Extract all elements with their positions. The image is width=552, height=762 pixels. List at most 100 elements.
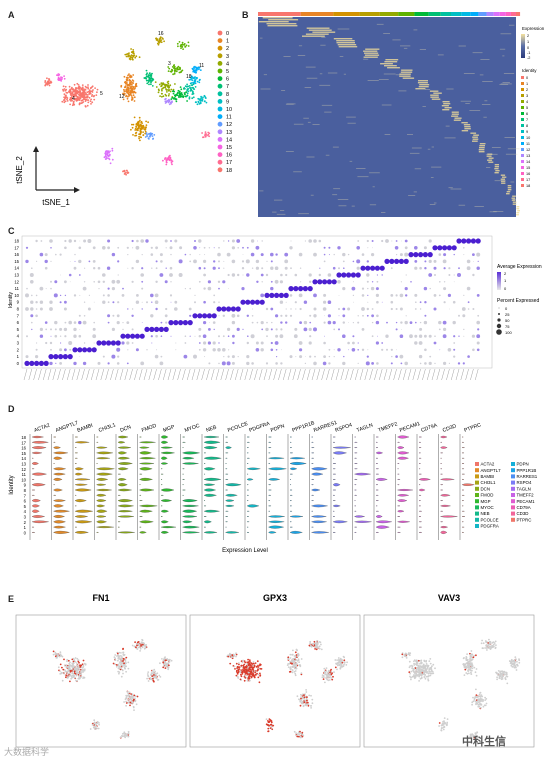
feature-cell-point (515, 658, 517, 661)
feature-cell-point (129, 696, 131, 699)
feature-cell-point (233, 653, 235, 656)
feature-cell-point (296, 655, 299, 658)
cell-point (130, 76, 133, 78)
feature-cell-point (420, 659, 423, 662)
feature-cell-point (251, 675, 253, 678)
panel-label-b: B (242, 10, 249, 20)
feature-cell-point (234, 668, 236, 670)
cell-point (76, 82, 79, 85)
feature-cell-point (429, 662, 432, 665)
feature-cell-point (129, 701, 132, 704)
feature-cell-point (168, 658, 171, 661)
feature-cell-point (249, 666, 252, 669)
feature-cell-point (336, 659, 338, 661)
feature-cell-point (67, 659, 70, 662)
feature-cell-point (423, 670, 426, 673)
feature-cell-point (164, 659, 167, 662)
feature-cell-point (267, 727, 270, 730)
feature-cell-point (147, 680, 150, 682)
cell-point (72, 102, 75, 104)
feature-cell-point (429, 658, 432, 660)
feature-cell-point (421, 669, 424, 671)
feature-cell-point (139, 647, 142, 650)
cell-point (132, 52, 135, 55)
feature-cell-point (125, 704, 127, 707)
feature-cell-point (289, 653, 292, 656)
feature-cell-point (334, 659, 337, 661)
feature-cell-point (427, 679, 430, 682)
feature-cell-point (300, 736, 302, 739)
feature-cell-point (259, 663, 261, 666)
feature-cell-point (289, 657, 292, 659)
cell-point (132, 86, 135, 88)
feature-cell-point (61, 679, 64, 682)
feature-cell-point (256, 660, 259, 663)
feature-cell-point (235, 670, 238, 673)
feature-cell-point (52, 650, 55, 653)
cell-point (136, 129, 139, 132)
feature-cell-point (471, 658, 473, 661)
cell-point (140, 126, 143, 129)
cell-point (85, 99, 88, 101)
feature-cell-point (442, 724, 444, 727)
feature-cell-point (404, 655, 407, 657)
feature-cell-point (120, 658, 123, 660)
feature-cell-point (471, 667, 474, 670)
feature-cell-point (311, 702, 314, 705)
feature-cell-point (76, 664, 79, 667)
feature-cell-point (472, 656, 475, 659)
feature-cell-point (72, 676, 75, 678)
feature-cell-point (132, 706, 135, 709)
feature-cell-point (235, 674, 238, 677)
feature-cell-point (136, 695, 139, 698)
feature-cell-point (420, 662, 423, 665)
feature-cell-point (468, 668, 470, 671)
feature-cell-point (503, 670, 506, 673)
cell-point (132, 54, 135, 57)
feature-cell-point (159, 662, 161, 665)
feature-cell-point (59, 651, 62, 654)
feature-cell-point (296, 735, 299, 738)
feature-cell-point (293, 659, 295, 662)
feature-cell-point (131, 644, 134, 647)
cell-point (126, 97, 129, 100)
feature-cell-point (470, 669, 473, 672)
feature-cell-point (54, 653, 57, 655)
feature-cell-point (336, 668, 338, 671)
cell-point (79, 89, 81, 92)
feature-cell-point (59, 663, 62, 666)
feature-cell-point (246, 673, 249, 675)
cell-point (170, 88, 173, 91)
feature-cell-point (427, 678, 429, 680)
feature-cell-point (431, 672, 433, 675)
cell-point (87, 87, 90, 90)
feature-cell-point (123, 658, 125, 660)
cell-point (69, 103, 71, 106)
cell-point (82, 98, 85, 100)
feature-cell-point (314, 645, 317, 648)
feature-cell-point (80, 669, 83, 672)
cell-point (132, 123, 135, 126)
feature-cell-point (78, 676, 80, 678)
feature-cell-point (291, 669, 294, 671)
cell-point (135, 55, 138, 58)
feature-cell-point (114, 657, 117, 660)
feature-cell-point (316, 645, 318, 648)
feature-cell-point (500, 678, 503, 681)
feature-cell-point (477, 704, 480, 706)
cell-point (89, 92, 92, 95)
feature-cell-point (309, 640, 312, 643)
feature-cell-point (246, 679, 249, 682)
feature-cell-point (294, 651, 297, 654)
feature-cell-point (237, 671, 240, 674)
feature-cell-point (419, 662, 421, 665)
cell-point (135, 82, 138, 85)
feature-cell-point (127, 693, 130, 696)
feature-cell-point (343, 661, 346, 664)
feature-cell-point (329, 674, 331, 677)
cell-point (81, 84, 84, 86)
feature-cell-point (441, 727, 443, 729)
feature-cell-point (76, 669, 78, 672)
feature-cell-point (127, 730, 130, 733)
feature-cell-point (124, 736, 127, 739)
